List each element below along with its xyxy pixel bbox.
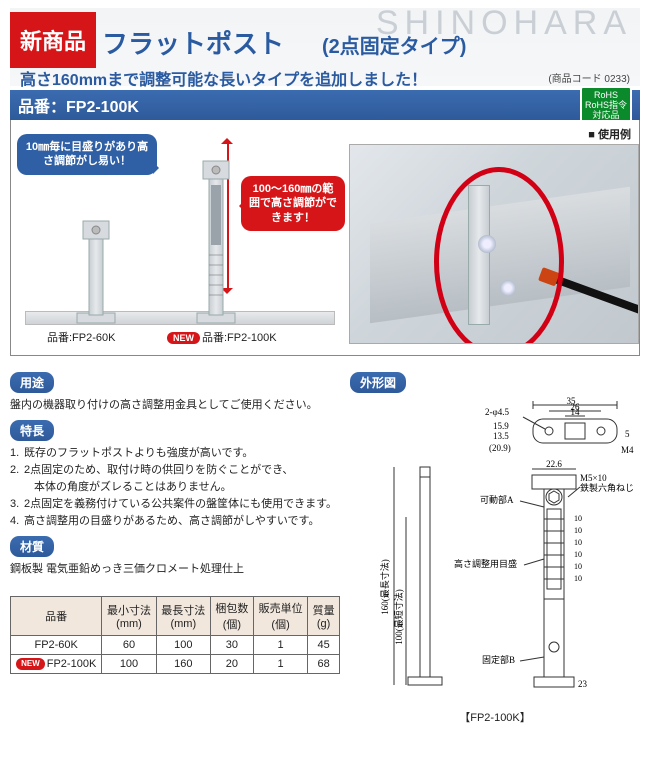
label-fixB: 固定部B	[482, 654, 515, 665]
body-columns: 用途 盤内の機器取り付けの高さ調整用金具としてご使用ください。 特長 1.既存の…	[10, 366, 640, 725]
dim-226: 22.6	[546, 459, 562, 469]
feature-3: 2点固定を義務付けている公共案件の盤筐体にも使用できます。	[24, 496, 337, 513]
spec-cell: NEWFP2-100K	[11, 655, 102, 674]
feature-2b: 本体の角度がズレることはありません。	[10, 479, 340, 496]
label-movA: 可動部A	[480, 494, 514, 505]
post-fp2-60k-illustration	[71, 215, 121, 325]
spec-header: 品番	[11, 597, 102, 636]
callout-range: 100～160㎜の範囲で高さ調節ができます！	[241, 176, 345, 231]
dim-209: (20.9)	[489, 443, 511, 453]
new-pill: NEW	[16, 658, 45, 670]
header: SHINOHARA 新商品 フラットポスト (2点固定タイプ) 高さ160mmま…	[10, 8, 640, 86]
features-heading: 特長	[10, 420, 54, 441]
highlight-ring	[434, 167, 564, 344]
label-scale: 高さ調整用目盛	[454, 558, 517, 569]
post-fp2-100k-illustration	[191, 155, 241, 325]
outline-caption: 【FP2-100K】	[350, 709, 640, 725]
dim-m4: M4	[621, 445, 634, 455]
rohs-badge: RoHS RoHS指令 対応品	[580, 86, 632, 124]
spec-cell: FP2-60K	[11, 636, 102, 655]
features-list: 1.既存のフラットポストよりも強度が高いです。 2.2点固定のため、取付け時の供…	[10, 445, 340, 530]
spec-cell: 1	[253, 636, 307, 655]
spec-cell: 60	[102, 636, 156, 655]
spec-cell: 20	[210, 655, 253, 674]
feature-1: 既存のフラットポストよりも強度が高いです。	[24, 445, 253, 462]
usage-text: 盤内の機器取り付けの高さ調整用金具としてご使用ください。	[10, 397, 340, 414]
material-heading: 材質	[10, 536, 54, 557]
spec-row: NEWFP2-100K10016020168	[11, 655, 340, 674]
spec-row: FP2-60K6010030145	[11, 636, 340, 655]
product-code: (商品コード 0233)	[548, 70, 630, 85]
rohs-line3: 対応品	[585, 110, 627, 120]
spec-header: 質量(g)	[308, 597, 340, 636]
product-title: フラットポスト	[102, 24, 284, 61]
spec-header: 最小寸法(mm)	[102, 597, 156, 636]
outline-drawing: 35 26 14 2-φ4.5 5 M4 15.9 13.5 (20.9)	[350, 397, 640, 707]
hero-right: ■ 使用例	[349, 120, 639, 355]
usage-heading: 用途	[10, 372, 54, 393]
spec-cell: 1	[253, 655, 307, 674]
hero-panel: 10㎜毎に目盛りがあり高さ調節がし易い！ 100～160㎜の範囲で高さ調節ができ…	[10, 120, 640, 356]
spec-cell: 100	[102, 655, 156, 674]
dim-160: 160(最長寸法)	[379, 559, 390, 615]
feature-2a: 2点固定のため、取付け時の供回りを防ぐことができ、	[24, 462, 293, 479]
dim-159: 15.9	[493, 421, 509, 431]
material-text: 鋼板製 電気亜鉛めっき三価クロメート処理仕上	[10, 561, 340, 578]
right-column: 外形図 35 26 14 2-φ4.5	[350, 366, 640, 725]
usage-example-label: ■ 使用例	[588, 126, 631, 142]
tagline: 高さ160mmまで調整可能な長いタイプを追加しました！	[20, 66, 427, 90]
spec-cell: 160	[156, 655, 210, 674]
hero-left: 10㎜毎に目盛りがあり高さ調節がし易い！ 100～160㎜の範囲で高さ調節ができ…	[11, 120, 349, 355]
rohs-line2: RoHS指令	[585, 100, 627, 110]
spec-cell: 30	[210, 636, 253, 655]
dim-100: 100(最短寸法)	[393, 589, 404, 645]
left-column: 用途 盤内の機器取り付けの高さ調整用金具としてご使用ください。 特長 1.既存の…	[10, 366, 340, 725]
caption-fp2-60k: 品番:FP2-60K	[47, 329, 115, 345]
part-number-label: 品番：FP2-100K	[18, 93, 139, 117]
spec-header: 最長寸法(mm)	[156, 597, 210, 636]
spec-cell: 45	[308, 636, 340, 655]
part-number-bar: 品番：FP2-100K RoHS RoHS指令 対応品	[10, 90, 640, 120]
caption-fp2-100k: NEW品番:FP2-100K	[167, 329, 277, 345]
spec-header: 梱包数(個)	[210, 597, 253, 636]
new-product-badge: 新商品	[10, 12, 96, 68]
new-pill: NEW	[167, 332, 200, 344]
caption-fp2-100k-text: 品番:FP2-100K	[202, 332, 277, 344]
dim-14: 14	[571, 407, 581, 417]
rohs-line1: RoHS	[585, 90, 627, 100]
page: SHINOHARA 新商品 フラットポスト (2点固定タイプ) 高さ160mmま…	[0, 0, 650, 737]
spec-header: 販売単位(個)	[253, 597, 307, 636]
dim-m5x10-1: M5×10	[580, 473, 607, 483]
dim-23: 23	[578, 679, 588, 689]
dim-10-3: 10	[574, 538, 582, 547]
outline-heading: 外形図	[350, 372, 406, 393]
dim-m5x10-2: 鉄製六角ねじ	[580, 482, 634, 493]
usage-example-photo	[349, 144, 639, 344]
dim-10-1: 10	[574, 514, 582, 523]
dim-135: 13.5	[493, 431, 509, 441]
dim-10-4: 10	[574, 550, 582, 559]
dim-phi: 2-φ4.5	[485, 407, 509, 417]
dim-10-6: 10	[574, 574, 582, 583]
dim-10-5: 10	[574, 562, 582, 571]
spec-cell: 100	[156, 636, 210, 655]
callout-scale: 10㎜毎に目盛りがあり高さ調節がし易い！	[17, 134, 157, 175]
spec-cell: 68	[308, 655, 340, 674]
product-subtitle: (2点固定タイプ)	[322, 30, 466, 59]
dim-5: 5	[625, 429, 630, 439]
feature-4: 高さ調整用の目盛りがあるため、高さ調節がしやすいです。	[24, 513, 319, 530]
spec-table: 品番最小寸法(mm)最長寸法(mm)梱包数(個)販売単位(個)質量(g) FP2…	[10, 596, 340, 674]
dim-10-2: 10	[574, 526, 582, 535]
